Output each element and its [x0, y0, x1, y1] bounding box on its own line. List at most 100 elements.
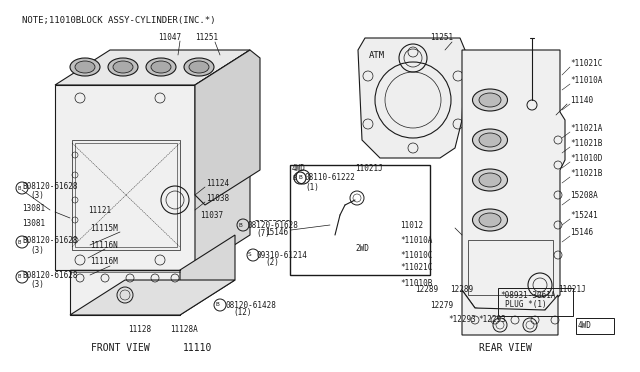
Text: 11116M: 11116M	[90, 257, 118, 266]
Text: 11128: 11128	[129, 326, 152, 334]
Text: *11010B: *11010B	[400, 279, 433, 288]
Bar	[290, 165, 430, 275]
Polygon shape	[70, 270, 180, 315]
Text: 15146: 15146	[265, 228, 288, 237]
Text: FRONT VIEW: FRONT VIEW	[91, 343, 149, 353]
Text: 08120-61628: 08120-61628	[248, 221, 299, 230]
Ellipse shape	[479, 213, 501, 227]
Bar	[576, 318, 614, 334]
Text: (12): (12)	[233, 308, 252, 317]
Text: *11021C: *11021C	[400, 263, 433, 273]
Text: 15208A: 15208A	[570, 190, 598, 199]
Text: 11115M: 11115M	[90, 224, 118, 232]
Bar	[468, 240, 553, 295]
Ellipse shape	[70, 58, 100, 76]
Text: B: B	[238, 222, 242, 228]
Text: 08110-61222: 08110-61222	[305, 173, 356, 182]
Text: (3): (3)	[30, 190, 44, 199]
Polygon shape	[70, 280, 235, 315]
Text: 13081: 13081	[22, 218, 45, 228]
Text: 11140: 11140	[570, 96, 593, 105]
Text: 13081: 13081	[22, 203, 45, 212]
Text: 2WD: 2WD	[355, 244, 369, 253]
Ellipse shape	[184, 58, 214, 76]
Text: 11047: 11047	[158, 32, 181, 42]
Text: *11021C: *11021C	[570, 58, 602, 67]
Text: 12279: 12279	[430, 301, 453, 310]
Text: *11010D: *11010D	[570, 154, 602, 163]
Ellipse shape	[479, 93, 501, 107]
Ellipse shape	[472, 89, 508, 111]
Text: *11010A: *11010A	[570, 76, 602, 84]
Polygon shape	[55, 85, 195, 270]
Text: 15146: 15146	[570, 228, 593, 237]
Text: *08931-3061A: *08931-3061A	[500, 291, 556, 299]
Text: (3): (3)	[30, 246, 44, 254]
Ellipse shape	[75, 61, 95, 73]
Text: *12293: *12293	[448, 315, 476, 324]
Text: ATM: ATM	[369, 51, 385, 60]
Text: B08120-61628: B08120-61628	[22, 270, 77, 279]
Bar	[498, 288, 573, 316]
Text: *11021B: *11021B	[570, 138, 602, 148]
Text: 11021J: 11021J	[355, 164, 383, 173]
Text: 4WD: 4WD	[578, 321, 592, 330]
Text: *15241: *15241	[570, 211, 598, 219]
Text: *11010C: *11010C	[400, 250, 433, 260]
Ellipse shape	[108, 58, 138, 76]
Ellipse shape	[189, 61, 209, 73]
Text: B08120-61628: B08120-61628	[22, 235, 77, 244]
Ellipse shape	[472, 129, 508, 151]
Bar	[75, 143, 177, 247]
Polygon shape	[195, 50, 250, 270]
Text: (1): (1)	[305, 183, 319, 192]
Polygon shape	[195, 50, 260, 205]
Text: 09310-61214: 09310-61214	[257, 250, 308, 260]
Text: 11251: 11251	[430, 32, 453, 42]
Ellipse shape	[151, 61, 171, 73]
Text: 08120-61428: 08120-61428	[225, 301, 276, 310]
Text: B: B	[298, 174, 302, 180]
Text: B: B	[17, 186, 20, 190]
Text: 12289: 12289	[415, 285, 438, 295]
Text: B: B	[215, 302, 219, 308]
Ellipse shape	[146, 58, 176, 76]
Text: NOTE;11010BLOCK ASSY-CYLINDER(INC.*): NOTE;11010BLOCK ASSY-CYLINDER(INC.*)	[22, 16, 216, 25]
Text: (3): (3)	[30, 280, 44, 289]
Text: REAR VIEW: REAR VIEW	[479, 343, 531, 353]
Polygon shape	[462, 50, 565, 318]
Ellipse shape	[479, 173, 501, 187]
Ellipse shape	[472, 169, 508, 191]
Text: *11010A: *11010A	[400, 235, 433, 244]
Text: 11251: 11251	[195, 32, 218, 42]
Text: *11021A: *11021A	[570, 124, 602, 132]
Text: 11121: 11121	[88, 205, 111, 215]
Text: B08120-61628: B08120-61628	[22, 182, 77, 190]
Text: *11021B: *11021B	[570, 169, 602, 177]
Text: 11037: 11037	[200, 211, 223, 219]
Text: B: B	[17, 275, 20, 279]
Text: 11124: 11124	[206, 179, 229, 187]
Text: 4WD: 4WD	[292, 164, 306, 173]
Text: *12293: *12293	[478, 315, 506, 324]
Text: B: B	[293, 175, 297, 181]
Ellipse shape	[479, 133, 501, 147]
Text: 11116N: 11116N	[90, 241, 118, 250]
Text: 11128A: 11128A	[170, 326, 198, 334]
Text: (7): (7)	[256, 228, 270, 237]
Ellipse shape	[472, 209, 508, 231]
Bar	[72, 140, 180, 250]
Text: S: S	[248, 253, 252, 257]
Text: B: B	[17, 240, 20, 244]
Text: 11012: 11012	[400, 221, 423, 230]
Polygon shape	[55, 50, 250, 85]
Text: PLUG *(1): PLUG *(1)	[505, 301, 547, 310]
Ellipse shape	[113, 61, 133, 73]
Text: 11038: 11038	[206, 193, 229, 202]
Text: 11110: 11110	[183, 343, 212, 353]
Polygon shape	[180, 235, 235, 315]
Polygon shape	[462, 290, 558, 335]
Text: 12289: 12289	[450, 285, 473, 295]
Text: (2): (2)	[265, 259, 279, 267]
Text: 11021J: 11021J	[558, 285, 586, 295]
